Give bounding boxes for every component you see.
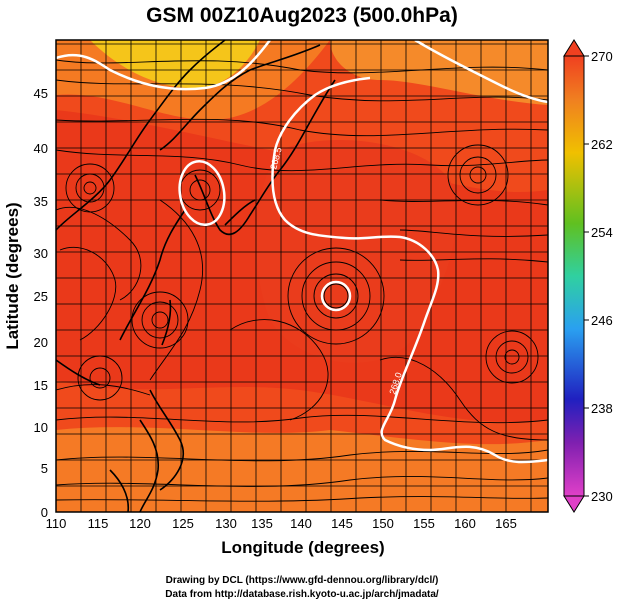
colorbar-top-arrow xyxy=(563,39,585,57)
map-title: GSM 00Z10Aug2023 (500.0hPa) xyxy=(146,4,458,27)
plot-frame xyxy=(55,39,549,513)
y-tick-label: 25 xyxy=(34,289,48,304)
colorbar-tick-label: 262 xyxy=(591,137,613,152)
colorbar-tick-label: 246 xyxy=(591,313,613,328)
wind-streamlines xyxy=(56,59,548,502)
temperature-field-yellow-north xyxy=(90,40,260,89)
temperature-field-orange-south xyxy=(56,427,548,512)
y-tick-label: 40 xyxy=(34,141,48,156)
x-tick-label: 115 xyxy=(88,516,109,531)
x-axis: 110 115 120 125 130 135 140 145 150 155 … xyxy=(46,516,517,531)
x-tick-label: 155 xyxy=(413,516,435,531)
y-axis-label: Latitude (degrees) xyxy=(3,202,22,349)
colorbar-tick-label: 254 xyxy=(591,225,613,240)
x-tick-label: 160 xyxy=(454,516,476,531)
y-tick-label: 15 xyxy=(34,378,48,393)
y-axis: 0 5 10 15 20 25 30 35 40 45 xyxy=(34,86,48,520)
x-tick-label: 110 xyxy=(46,516,67,531)
x-tick-label: 150 xyxy=(372,516,394,531)
y-tick-label: 10 xyxy=(34,420,48,435)
colorbar-tick-label: 230 xyxy=(591,489,613,504)
plot-area xyxy=(56,40,548,512)
colorbar: 270 262 254 246 238 230 xyxy=(563,39,613,513)
x-tick-label: 140 xyxy=(290,516,312,531)
credit-line-1: Drawing by DCL (https://www.gfd-dennou.o… xyxy=(166,575,439,586)
y-tick-label: 20 xyxy=(34,335,48,350)
y-tick-label: 30 xyxy=(34,246,48,261)
colorbar-tick-label: 270 xyxy=(591,49,613,64)
x-axis-label: Longitude (degrees) xyxy=(221,538,384,557)
x-tick-label: 165 xyxy=(495,516,517,531)
credit-line-2: Data from http://database.rish.kyoto-u.a… xyxy=(165,589,439,600)
colorbar-bottom-arrow xyxy=(563,495,585,513)
colorbar-gradient xyxy=(563,55,585,497)
x-tick-label: 120 xyxy=(129,516,151,531)
x-tick-label: 125 xyxy=(172,516,194,531)
temperature-field-orange-ne xyxy=(330,40,548,105)
x-tick-label: 145 xyxy=(331,516,353,531)
y-tick-label: 5 xyxy=(41,461,48,476)
y-tick-label: 35 xyxy=(34,194,48,209)
y-tick-label: 0 xyxy=(41,505,48,520)
contour-lines xyxy=(56,40,548,464)
coastlines xyxy=(56,40,336,512)
x-tick-label: 130 xyxy=(215,516,237,531)
x-tick-label: 135 xyxy=(251,516,273,531)
y-tick-label: 45 xyxy=(34,86,48,101)
colorbar-tick-label: 238 xyxy=(591,401,613,416)
